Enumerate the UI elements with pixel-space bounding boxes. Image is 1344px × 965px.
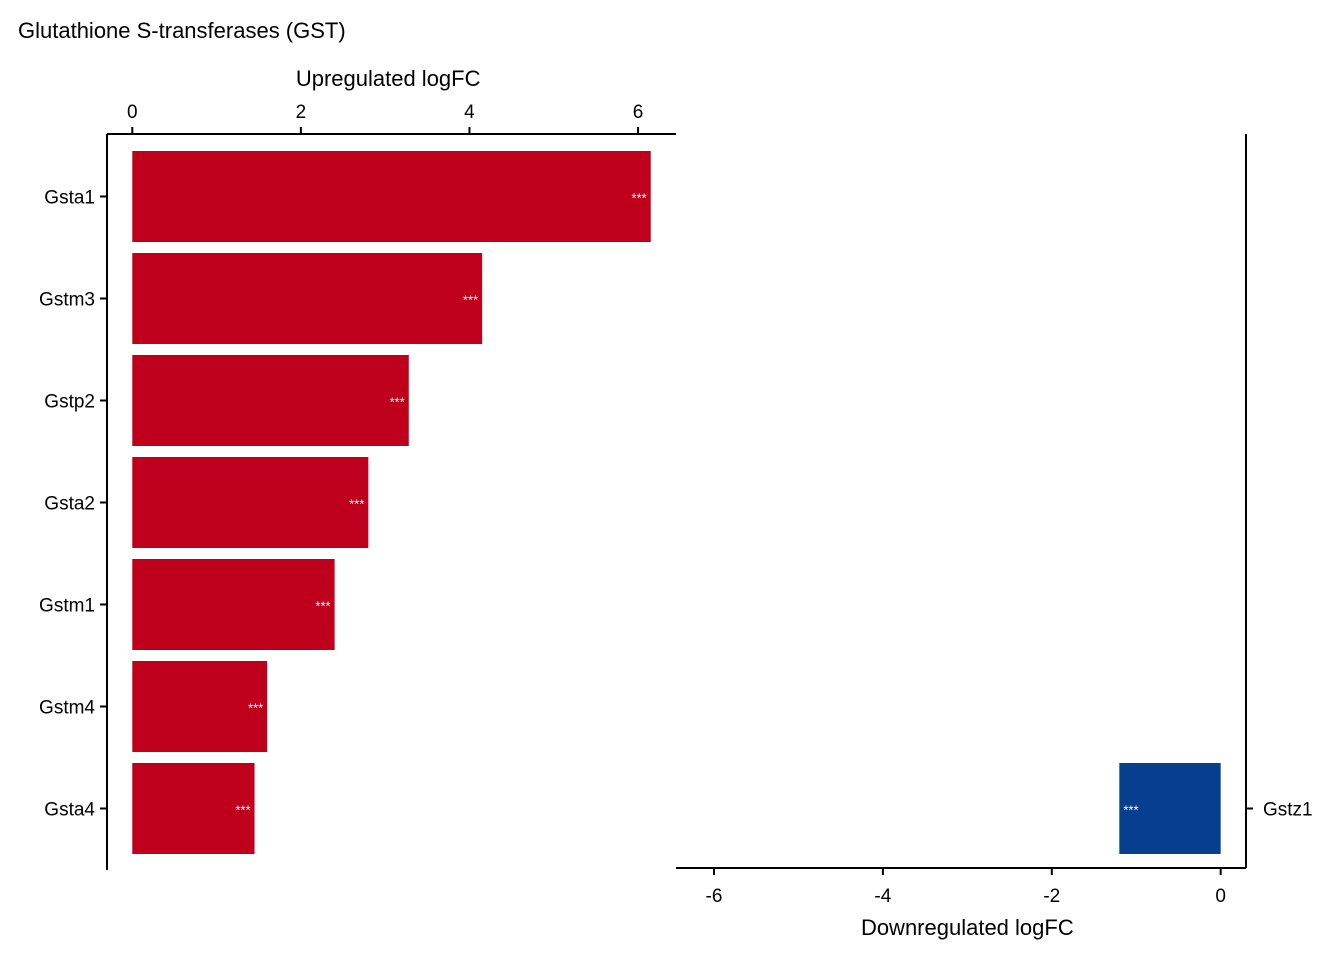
down-bar xyxy=(1119,763,1221,854)
down-x-tick-label: -4 xyxy=(874,886,891,907)
up-bar xyxy=(132,253,483,344)
up-category-label: Gsta4 xyxy=(44,800,95,821)
up-significance-label: *** xyxy=(463,293,478,308)
down-significance-label: *** xyxy=(1123,803,1138,818)
up-category-label: Gsta2 xyxy=(44,494,95,515)
up-x-tick-label: 0 xyxy=(127,102,138,123)
upregulated-panel: 0 2 4 6 Upregulated logFC Gsta1 *** Gstm3 *** Gst… xyxy=(39,66,676,870)
down-x-tick-label: -6 xyxy=(706,886,723,907)
up-x-tick-label: 4 xyxy=(464,102,475,123)
down-x-tick-label: 0 xyxy=(1215,886,1226,907)
up-category-label: Gstm4 xyxy=(39,698,95,719)
up-bar xyxy=(132,559,335,650)
down-x-axis-title: Downregulated logFC xyxy=(861,915,1074,940)
up-significance-label: *** xyxy=(632,191,647,206)
up-x-axis-title: Upregulated logFC xyxy=(296,66,481,91)
up-significance-label: *** xyxy=(390,395,405,410)
up-x-tick-label: 2 xyxy=(296,102,307,123)
up-bar xyxy=(132,457,369,548)
up-x-tick-label: 6 xyxy=(633,102,644,123)
up-category-label: Gstm3 xyxy=(39,290,95,311)
up-category-label: Gsta1 xyxy=(44,188,95,209)
up-bar xyxy=(132,661,268,752)
up-bar xyxy=(132,763,255,854)
up-category-label: Gstm1 xyxy=(39,596,95,617)
downregulated-panel: -6 -4 -2 0 Downregulated logFC Gstz1 *** xyxy=(676,134,1313,940)
down-category-label: Gstz1 xyxy=(1263,800,1313,821)
chart-title: Glutathione S-transferases (GST) xyxy=(18,18,346,43)
up-category-label: Gstp2 xyxy=(44,392,95,413)
up-significance-label: *** xyxy=(235,803,250,818)
up-significance-label: *** xyxy=(248,701,263,716)
up-significance-label: *** xyxy=(349,497,364,512)
up-significance-label: *** xyxy=(315,599,330,614)
up-bar xyxy=(132,355,409,446)
up-bar xyxy=(132,151,651,242)
down-x-tick-label: -2 xyxy=(1043,886,1060,907)
